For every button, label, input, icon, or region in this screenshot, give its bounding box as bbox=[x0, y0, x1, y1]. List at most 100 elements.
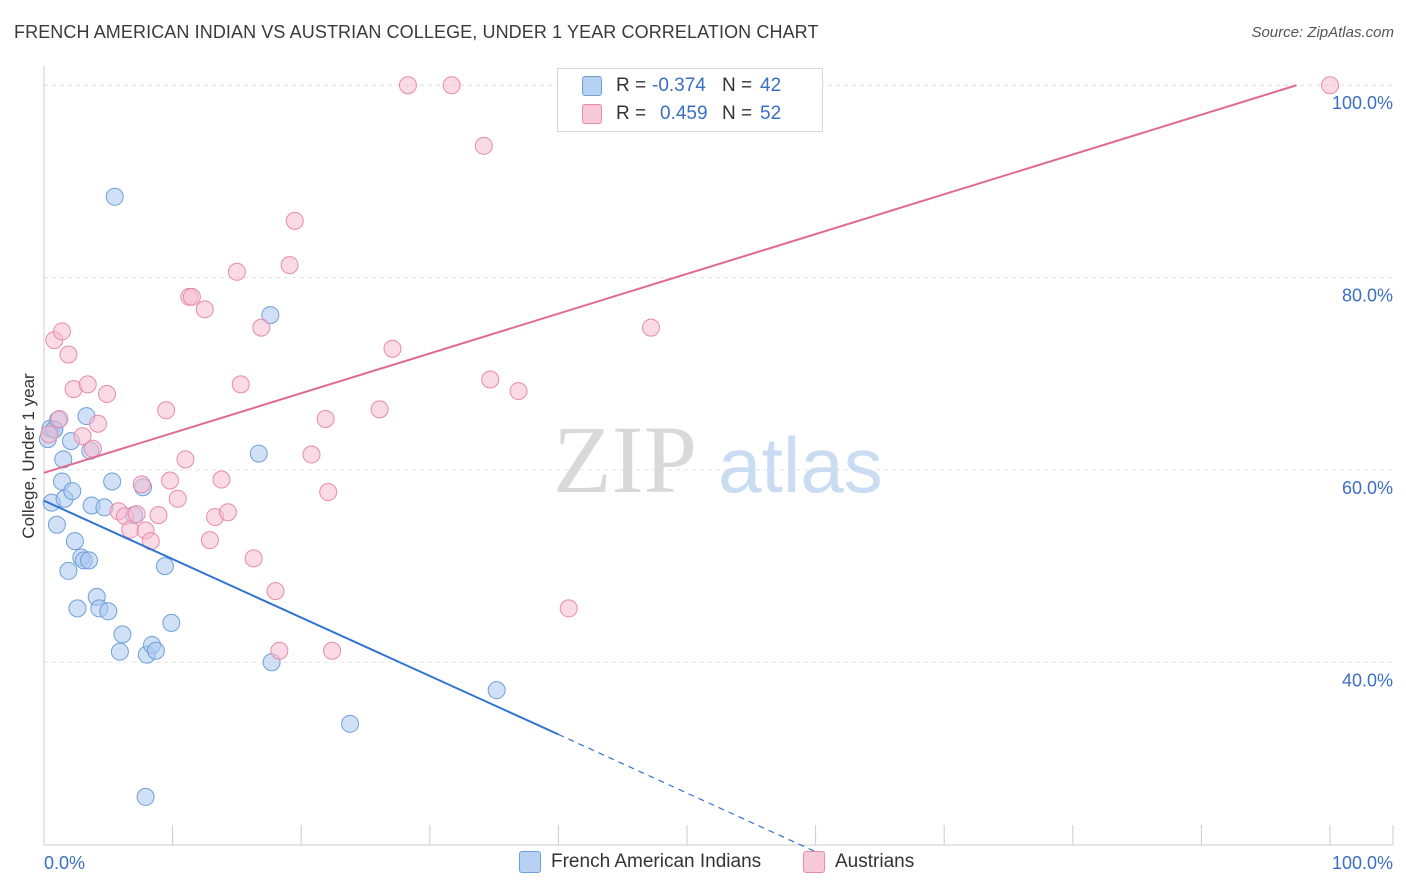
data-point-blue bbox=[113, 625, 132, 644]
series-legend: French American Indians Austrians bbox=[0, 851, 1406, 879]
y-tick-label: 60.0% bbox=[1342, 478, 1393, 498]
x-tick-label-0: 0.0% bbox=[44, 853, 85, 873]
data-point-blue bbox=[155, 557, 174, 576]
legend-r-value: -0.374 bbox=[652, 75, 706, 96]
data-point-blue bbox=[68, 599, 87, 618]
data-point-pink bbox=[266, 582, 285, 601]
data-point-blue bbox=[80, 551, 99, 570]
data-point-pink bbox=[98, 384, 117, 403]
data-point-pink bbox=[78, 375, 97, 394]
x-tick-label-100: 100.0% bbox=[1332, 853, 1393, 873]
data-point-pink bbox=[323, 641, 342, 660]
source-label: Source: ZipAtlas.com bbox=[1251, 24, 1394, 41]
data-point-pink bbox=[157, 401, 176, 420]
legend-r-label: R = bbox=[616, 103, 647, 124]
data-point-pink bbox=[280, 256, 299, 275]
data-point-pink bbox=[442, 76, 461, 95]
data-point-pink bbox=[168, 489, 187, 508]
trend-line-blue-extension bbox=[558, 733, 816, 853]
data-point-pink bbox=[53, 322, 72, 341]
data-point-blue bbox=[105, 187, 124, 206]
legend-swatch-pink bbox=[582, 104, 602, 124]
data-point-pink bbox=[149, 506, 168, 525]
trend-lines bbox=[43, 84, 1297, 853]
legend-row-pink: R = 0.459 N = 52 bbox=[582, 101, 781, 127]
data-point-blue bbox=[63, 482, 82, 501]
data-point-pink bbox=[89, 414, 108, 433]
data-point-blue bbox=[487, 681, 506, 700]
data-point-pink bbox=[641, 318, 660, 337]
legend-swatch-pink bbox=[803, 851, 825, 873]
data-point-pink bbox=[182, 287, 201, 306]
legend-label: Austrians bbox=[835, 851, 915, 872]
data-point-pink bbox=[474, 136, 493, 155]
data-point-pink bbox=[231, 375, 250, 394]
data-point-pink bbox=[176, 450, 195, 469]
legend-n-label: N = bbox=[722, 103, 753, 124]
legend-n-value: 42 bbox=[760, 75, 782, 96]
data-point-pink bbox=[383, 339, 402, 358]
y-axis-label: College, Under 1 year bbox=[19, 373, 38, 539]
y-tick-label: 100.0% bbox=[1332, 93, 1393, 113]
trend-line-pink bbox=[43, 84, 1297, 474]
data-point-pink bbox=[127, 505, 146, 524]
data-point-blue bbox=[110, 642, 129, 661]
chart-title: FRENCH AMERICAN INDIAN VS AUSTRIAN COLLE… bbox=[14, 22, 819, 42]
watermark-zip: ZIP bbox=[553, 406, 697, 513]
data-point-pink bbox=[121, 520, 140, 539]
data-point-blue bbox=[103, 472, 122, 491]
legend-swatch-blue bbox=[582, 76, 602, 96]
data-point-blue bbox=[65, 532, 84, 551]
data-point-pink bbox=[316, 409, 335, 428]
legend-r-value: 0.459 bbox=[660, 103, 708, 124]
legend-label: French American Indians bbox=[551, 851, 762, 872]
legend-n-label: N = bbox=[722, 75, 753, 96]
data-point-pink bbox=[509, 382, 528, 401]
data-point-pink bbox=[270, 641, 289, 660]
data-point-pink bbox=[481, 370, 500, 389]
trend-line-blue bbox=[43, 499, 559, 736]
axis-layer: 40.0% 60.0% 80.0% 100.0% bbox=[43, 66, 1394, 846]
data-point-pink bbox=[59, 345, 78, 364]
data-point-pink bbox=[195, 300, 214, 319]
data-point-pink bbox=[132, 475, 151, 494]
data-point-blue bbox=[162, 613, 181, 632]
legend-row-blue: R = -0.374 N = 42 bbox=[582, 73, 781, 99]
data-point-blue bbox=[99, 602, 118, 621]
data-point-pink bbox=[40, 425, 59, 444]
data-point-pink bbox=[398, 76, 417, 95]
data-point-blue bbox=[261, 306, 280, 325]
data-point-pink bbox=[559, 599, 578, 618]
data-point-pink bbox=[83, 439, 102, 458]
series-french-american-indians bbox=[38, 187, 506, 806]
data-point-pink bbox=[252, 318, 271, 337]
data-point-pink bbox=[1321, 76, 1339, 95]
data-point-pink bbox=[212, 470, 231, 489]
correlation-legend: R = -0.374 N = 42 R = 0.459 N = 52 bbox=[557, 68, 823, 132]
legend-n-value: 52 bbox=[760, 103, 782, 124]
data-point-pink bbox=[319, 483, 338, 502]
data-point-blue bbox=[146, 641, 165, 660]
data-point-blue bbox=[47, 515, 66, 534]
data-point-blue bbox=[249, 444, 268, 463]
y-tick-label: 80.0% bbox=[1342, 286, 1393, 306]
data-point-blue bbox=[136, 787, 155, 806]
data-point-pink bbox=[302, 445, 321, 464]
data-point-pink bbox=[227, 262, 246, 281]
data-point-blue bbox=[59, 561, 78, 580]
data-point-pink bbox=[161, 471, 180, 490]
y-tick-label: 40.0% bbox=[1342, 670, 1393, 690]
data-point-pink bbox=[244, 549, 263, 568]
data-point-pink bbox=[285, 211, 304, 230]
data-point-blue bbox=[341, 714, 360, 733]
data-point-pink bbox=[50, 409, 69, 428]
legend-item-austrians: Austrians bbox=[803, 851, 914, 873]
watermark-atlas: atlas bbox=[718, 421, 883, 509]
data-point-pink bbox=[370, 400, 389, 419]
legend-swatch-blue bbox=[519, 851, 541, 873]
data-point-pink bbox=[218, 503, 237, 522]
legend-item-french-american-indians: French American Indians bbox=[519, 851, 761, 873]
grid-layer bbox=[44, 84, 1393, 663]
legend-r-label: R = bbox=[616, 75, 647, 96]
